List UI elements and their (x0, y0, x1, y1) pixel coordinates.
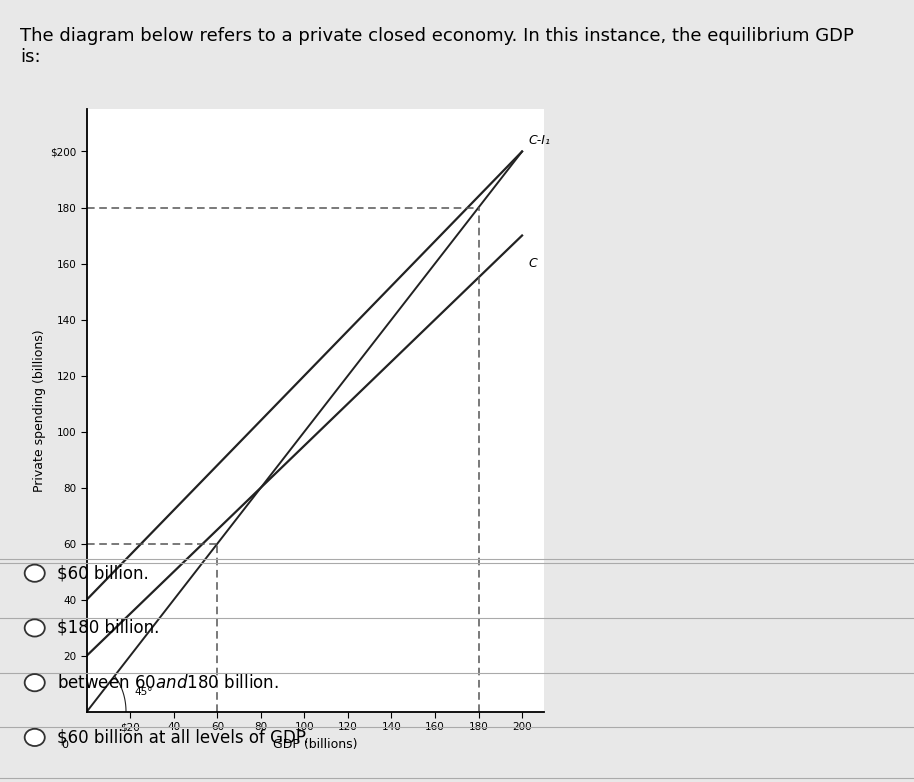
Text: 0: 0 (61, 741, 69, 750)
Text: C-I₁: C-I₁ (528, 134, 550, 147)
Text: is:: is: (20, 48, 41, 66)
Text: The diagram below refers to a private closed economy. In this instance, the equi: The diagram below refers to a private cl… (20, 27, 854, 45)
X-axis label: GDP (billions): GDP (billions) (273, 737, 357, 751)
Y-axis label: Private spending (billions): Private spending (billions) (33, 329, 46, 492)
Text: C: C (528, 257, 537, 270)
Text: $60 billion at all levels of GDP.: $60 billion at all levels of GDP. (57, 728, 308, 747)
Text: $180 billion.: $180 billion. (57, 619, 159, 637)
Text: 45°: 45° (134, 687, 154, 697)
Text: between $60 and $180 billion.: between $60 and $180 billion. (57, 673, 279, 692)
Text: $60 billion.: $60 billion. (57, 564, 148, 583)
